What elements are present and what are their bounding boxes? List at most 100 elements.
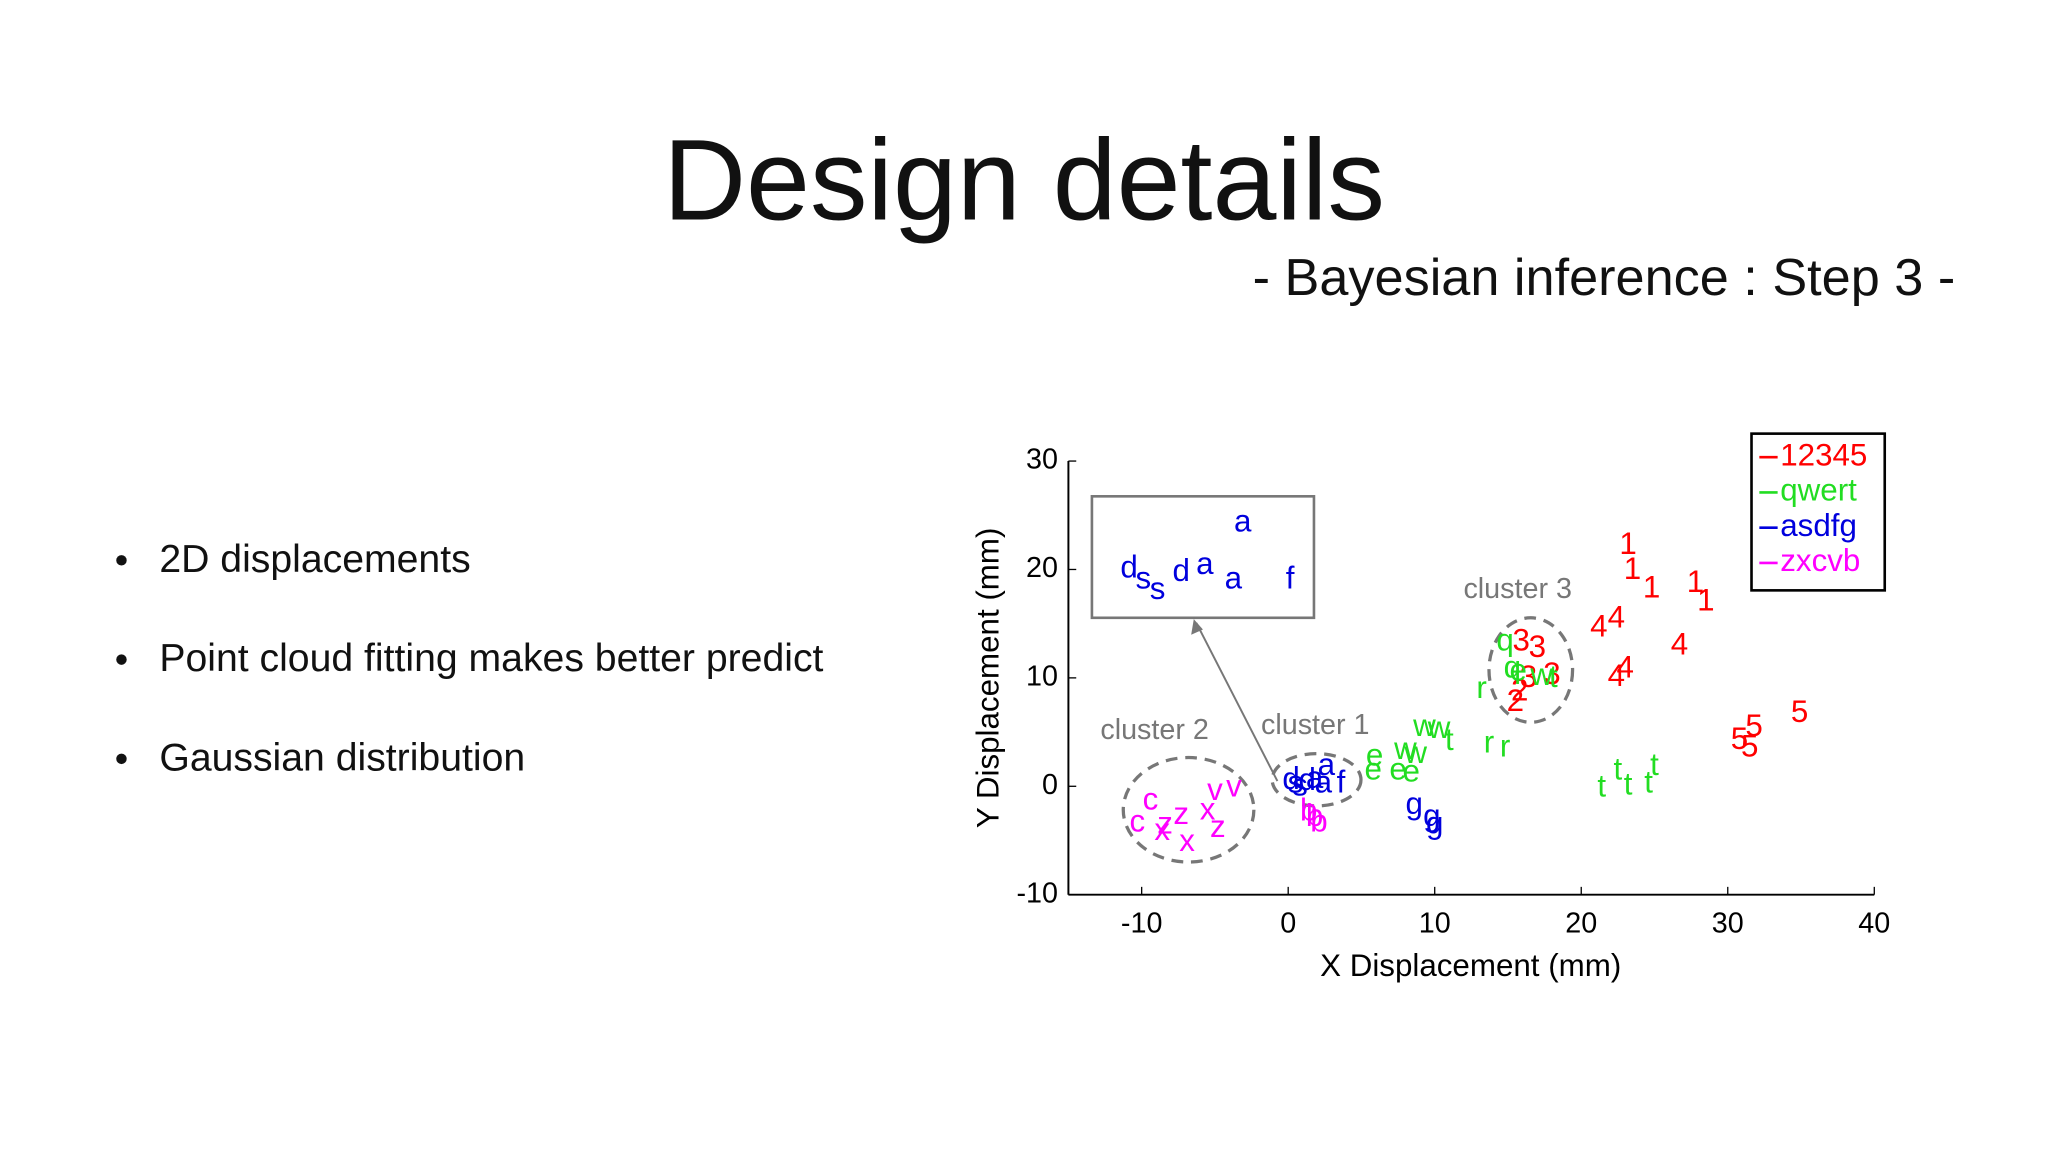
point: b xyxy=(1310,803,1327,838)
x-axis-label: X Displacement (mm) xyxy=(1320,948,1621,983)
point: 4 xyxy=(1616,649,1633,684)
x-tick-label: 10 xyxy=(1419,907,1451,939)
point: r xyxy=(1500,729,1510,764)
point: 5 xyxy=(1741,729,1758,764)
bullet-dot xyxy=(116,654,127,665)
inset-arrow xyxy=(1195,622,1279,782)
point: t xyxy=(1644,764,1653,799)
point: e xyxy=(1510,653,1527,688)
point: 2 xyxy=(1507,683,1524,718)
legend-label: asdfg xyxy=(1780,508,1857,543)
point: b xyxy=(1306,798,1323,833)
legend-label: zxcvb xyxy=(1780,543,1860,578)
y-tick-label: -10 xyxy=(1016,877,1058,909)
inset-point: a xyxy=(1234,503,1252,538)
point: r xyxy=(1476,670,1486,705)
point: v xyxy=(1207,772,1223,807)
inset-point: a xyxy=(1196,546,1214,581)
point: g xyxy=(1426,806,1443,841)
point: 5 xyxy=(1791,694,1808,729)
point: e xyxy=(1366,737,1383,772)
inset-box xyxy=(1090,495,1316,620)
point: 3 xyxy=(1529,629,1546,664)
point: 4 xyxy=(1608,600,1625,635)
point: q xyxy=(1504,649,1521,684)
point: w xyxy=(1529,657,1553,692)
point: w xyxy=(1427,710,1451,745)
x-tick-label: 0 xyxy=(1280,907,1296,939)
point: 5 xyxy=(1731,721,1748,756)
point: 4 xyxy=(1608,658,1625,693)
slide-title: Design details xyxy=(663,116,1385,244)
cluster-outline xyxy=(1270,752,1363,808)
cluster-label: cluster 2 xyxy=(1100,714,1209,746)
point: x xyxy=(1179,823,1195,858)
legend-label: qwert xyxy=(1780,473,1857,508)
point: b xyxy=(1300,793,1317,828)
point: 3 xyxy=(1520,659,1537,694)
point: 4 xyxy=(1590,608,1607,643)
bullet-list: 2D displacements Point cloud fitting make… xyxy=(116,538,824,780)
inset-point: a xyxy=(1225,560,1243,595)
y-axis-label: Y Displacement (mm) xyxy=(970,528,1005,829)
point: c xyxy=(1143,782,1159,817)
point: x xyxy=(1200,792,1216,827)
point: x xyxy=(1154,812,1170,847)
point: t xyxy=(1624,767,1633,802)
point: t xyxy=(1597,769,1606,804)
point: t xyxy=(1445,722,1454,757)
point: d xyxy=(1299,762,1316,797)
point: s xyxy=(1292,768,1308,803)
cluster-label: cluster 3 xyxy=(1463,573,1572,605)
point: a xyxy=(1315,764,1333,799)
point: a xyxy=(1318,747,1336,782)
point: 3 xyxy=(1512,622,1529,657)
point: g xyxy=(1405,786,1422,821)
point: z xyxy=(1157,806,1173,841)
inset-point: d xyxy=(1173,553,1190,588)
y-tick-label: 0 xyxy=(1042,769,1058,801)
point: t xyxy=(1614,751,1623,786)
point: z xyxy=(1173,796,1189,831)
y-tick-label: 10 xyxy=(1026,660,1058,692)
legend-label: 12345 xyxy=(1780,437,1867,472)
point: 3 xyxy=(1543,656,1560,691)
bullet-text: Gaussian distribution xyxy=(159,737,525,780)
bullet-text: Point cloud fitting makes better predict xyxy=(159,637,823,680)
point: w xyxy=(1393,731,1417,766)
point: w xyxy=(1412,708,1436,743)
y-tick-label: 20 xyxy=(1026,552,1058,584)
point: q xyxy=(1496,622,1513,657)
inset-point: f xyxy=(1286,560,1295,595)
cluster-outline xyxy=(1487,616,1575,724)
x-tick-label: -10 xyxy=(1121,907,1163,939)
x-tick-label: 40 xyxy=(1858,907,1890,939)
chart: -10 0 10 20 30 40 -10 0 10 20 30 X Displacement (mm… xyxy=(970,432,1890,983)
point: r xyxy=(1484,724,1494,759)
bullet-dot xyxy=(116,555,127,566)
inset-point: d xyxy=(1120,550,1137,585)
point: 2 xyxy=(1511,672,1528,707)
point: 5 xyxy=(1745,708,1762,743)
point: d xyxy=(1282,761,1299,796)
point: 1 xyxy=(1619,526,1636,561)
point: e xyxy=(1364,751,1381,786)
point: a xyxy=(1306,760,1324,795)
y-tick-label: 30 xyxy=(1026,444,1058,476)
x-tick-label: 20 xyxy=(1565,907,1597,939)
point: 1 xyxy=(1643,569,1660,604)
point: e xyxy=(1403,754,1420,789)
cluster-label: cluster 1 xyxy=(1261,709,1370,741)
point: 1 xyxy=(1697,582,1714,617)
point: g xyxy=(1423,798,1440,833)
point: 1 xyxy=(1624,551,1641,586)
point: e xyxy=(1389,751,1406,786)
point: t xyxy=(1650,747,1659,782)
point: f xyxy=(1337,764,1346,799)
point: s xyxy=(1288,764,1304,799)
point: t xyxy=(1549,659,1558,694)
bullet-text: 2D displacements xyxy=(159,538,470,581)
